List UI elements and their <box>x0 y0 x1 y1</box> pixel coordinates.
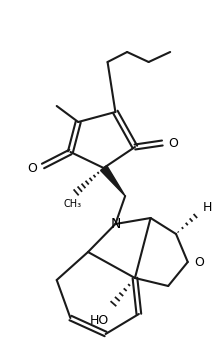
Text: N: N <box>110 217 121 231</box>
Text: H: H <box>203 201 212 213</box>
Text: O: O <box>195 255 204 269</box>
Text: HO: HO <box>90 313 109 327</box>
Text: CH₃: CH₃ <box>63 199 81 209</box>
Polygon shape <box>100 166 125 196</box>
Text: O: O <box>168 136 178 150</box>
Text: O: O <box>27 161 37 175</box>
